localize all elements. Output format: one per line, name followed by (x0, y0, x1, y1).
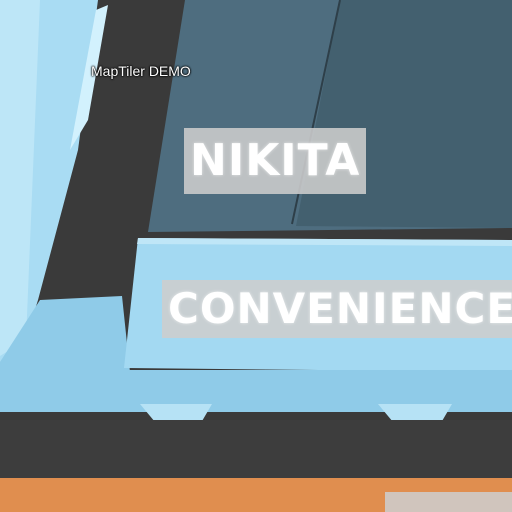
maptiler-watermark: MapTiler DEMO (91, 63, 191, 79)
road-band (0, 420, 512, 478)
label-nikita: NIKITA (184, 128, 367, 194)
bottom-strip (0, 370, 512, 406)
label-partial (385, 492, 512, 512)
left-building-edge (0, 0, 40, 356)
convenience-panel-border (137, 238, 512, 246)
label-convenience: CONVENIENCE (162, 280, 512, 338)
left-building-highlight (70, 5, 108, 150)
